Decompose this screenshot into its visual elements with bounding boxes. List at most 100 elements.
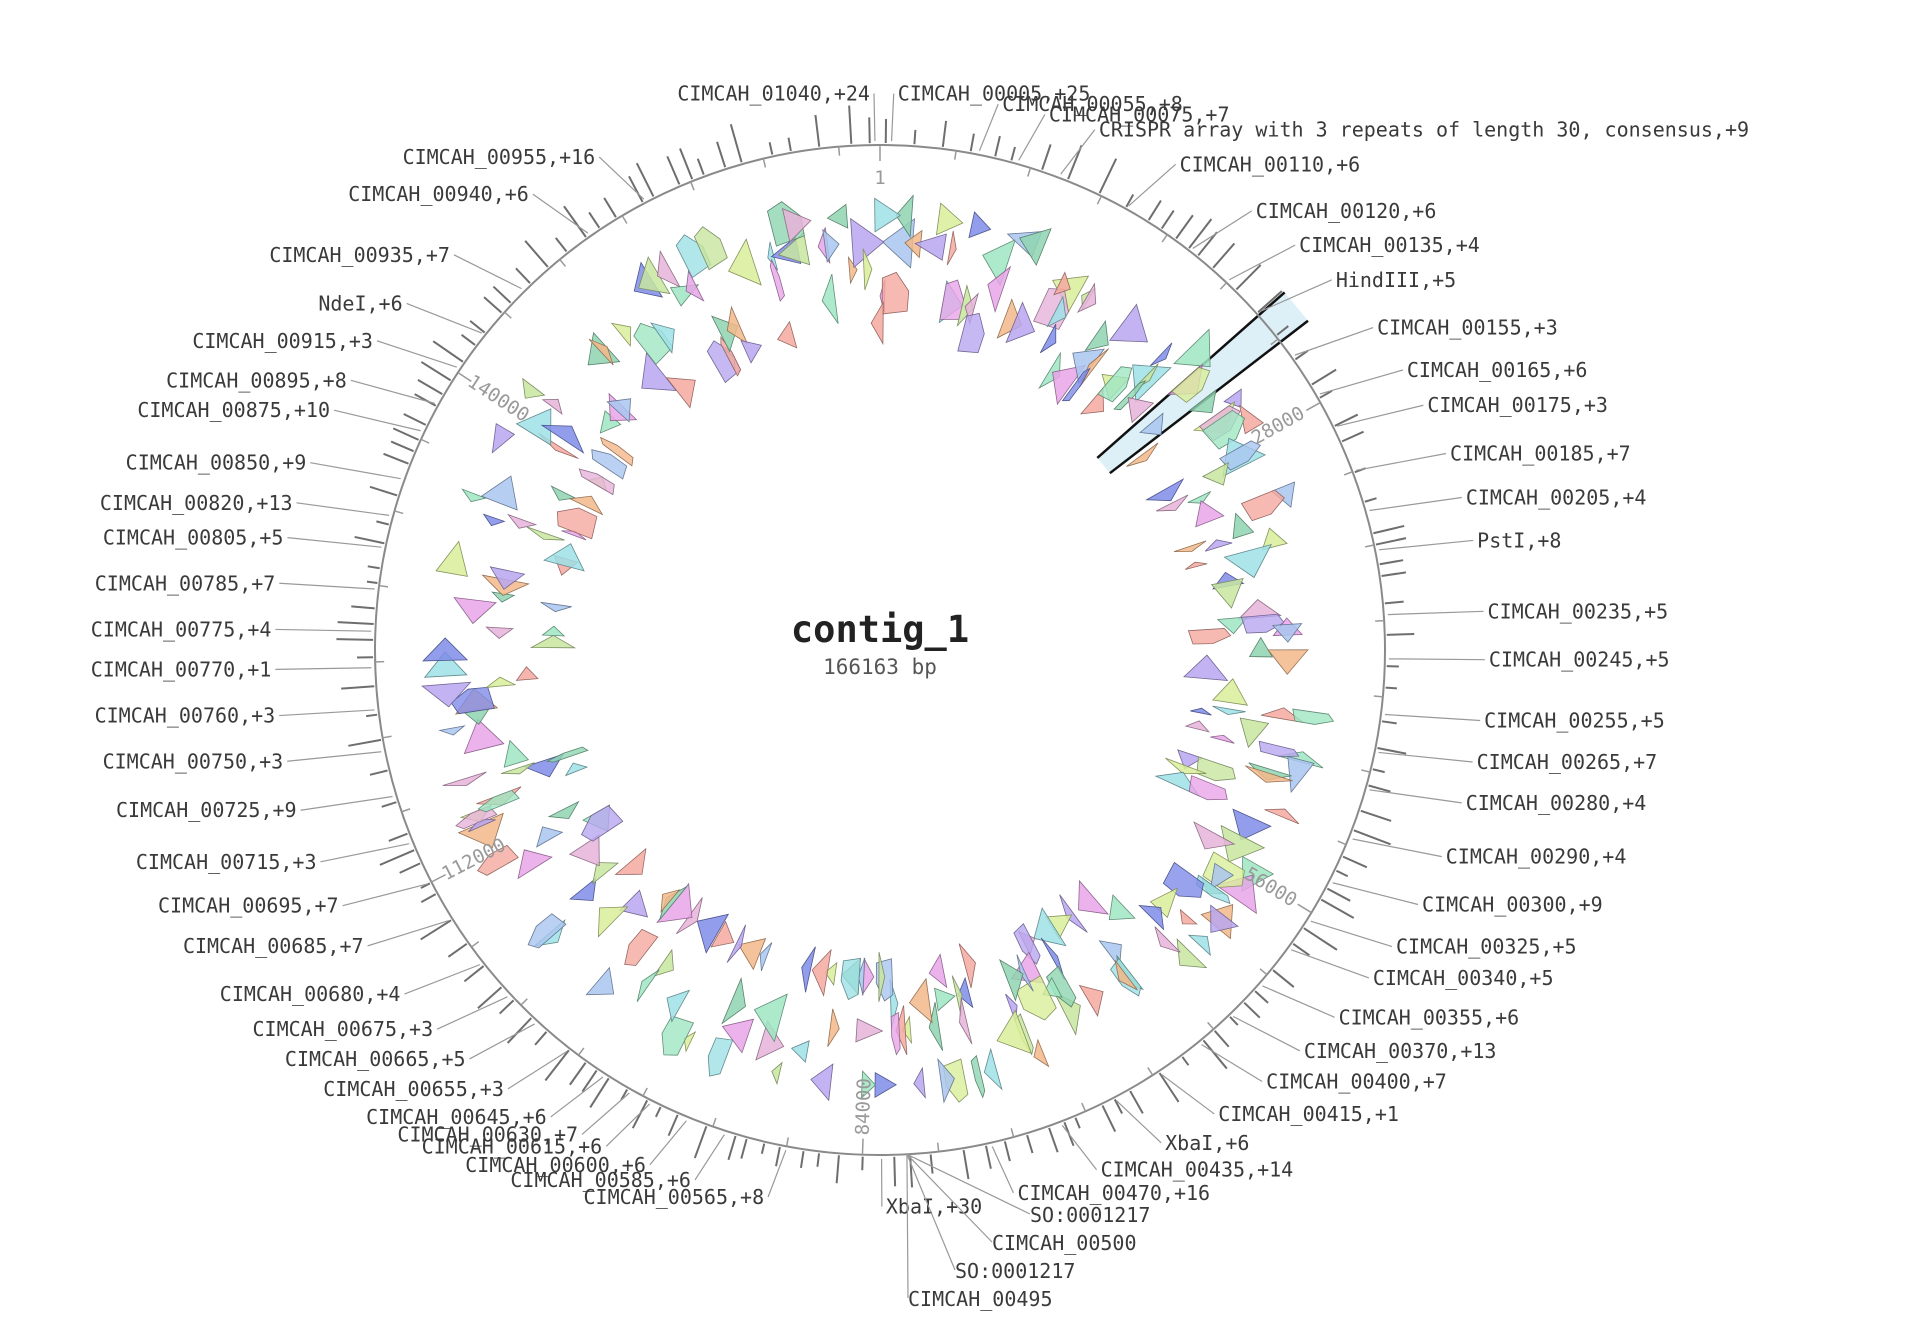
feature-label: CIMCAH_00470,+16	[1017, 1181, 1210, 1205]
feature-marker	[421, 362, 450, 380]
position-tick	[505, 312, 512, 318]
position-tick	[579, 1048, 584, 1055]
feature-label: CIMCAH_00940,+6	[348, 182, 529, 206]
label-leader-line	[368, 921, 449, 946]
feature-marker	[1343, 857, 1367, 868]
label-leader-line	[992, 1146, 1013, 1192]
feature-glyph	[929, 954, 946, 987]
label-leader-line	[454, 255, 522, 289]
feature-marker	[1382, 572, 1406, 576]
feature-glyph	[637, 970, 659, 1002]
feature-label: CIMCAH_00185,+7	[1450, 442, 1631, 466]
label-leader-line	[1161, 1074, 1214, 1114]
feature-glyph	[1184, 655, 1227, 680]
feature-glyph	[914, 1068, 926, 1098]
feature-marker	[393, 428, 418, 440]
feature-glyph	[598, 907, 627, 937]
label-leader-line	[1356, 454, 1446, 471]
feature-marker	[400, 863, 420, 872]
feature-glyph	[1139, 905, 1163, 929]
feature-marker	[382, 802, 397, 807]
feature-glyph	[1189, 935, 1211, 955]
feature-marker	[448, 944, 466, 957]
label-leader-line	[1193, 211, 1252, 249]
feature-block	[1188, 628, 1230, 644]
feature-marker	[1176, 215, 1193, 238]
feature-marker	[604, 198, 616, 217]
feature-glyph	[792, 1041, 810, 1062]
label-leader-line	[279, 583, 374, 589]
feature-marker	[462, 335, 475, 345]
sequence-length: 166163 bp	[823, 655, 937, 679]
feature-glyph	[1180, 910, 1196, 924]
feature-marker	[1365, 498, 1377, 502]
feature-label: CIMCAH_00715,+3	[136, 850, 317, 874]
feature-marker	[376, 521, 388, 524]
label-leader-line	[650, 1121, 687, 1165]
label-leader-line	[1202, 1045, 1263, 1082]
feature-glyph	[871, 302, 883, 343]
label-leader-line	[301, 797, 393, 811]
feature-label: CIMCAH_00805,+5	[103, 526, 284, 550]
feature-marker	[667, 156, 679, 184]
feature-marker	[695, 1126, 707, 1158]
label-leader-line	[334, 410, 421, 431]
feature-marker	[1011, 147, 1015, 160]
feature-marker	[366, 715, 377, 716]
feature-marker	[1385, 602, 1404, 604]
feature-glyph	[935, 988, 955, 1010]
feature-marker	[1342, 432, 1363, 442]
feature-marker	[556, 238, 567, 252]
feature-glyph	[486, 627, 513, 638]
feature-marker	[1336, 871, 1347, 876]
feature-marker	[570, 1063, 586, 1085]
feature-marker	[1162, 211, 1174, 229]
position-tick	[472, 942, 479, 947]
feature-glyph	[1185, 562, 1207, 569]
feature-glyph	[772, 1063, 782, 1084]
feature-glyph	[482, 476, 518, 510]
feature-marker	[731, 124, 742, 162]
map-title: contig_1	[791, 608, 969, 651]
feature-label: CIMCAH_00265,+7	[1477, 750, 1658, 774]
feature-glyph	[464, 719, 503, 753]
label-leader-line	[1353, 839, 1442, 857]
feature-marker	[589, 212, 599, 227]
feature-label: CIMCAH_00435,+14	[1101, 1158, 1294, 1182]
feature-glyph	[1205, 540, 1232, 551]
feature-marker	[633, 1100, 647, 1128]
label-leader-line	[1262, 986, 1334, 1017]
feature-marker	[1213, 243, 1234, 267]
feature-marker	[418, 380, 442, 394]
position-tick	[839, 147, 840, 156]
feature-label: CIMCAH_00165,+6	[1407, 358, 1588, 382]
feature-glyph	[1203, 463, 1229, 485]
feature-block	[971, 1056, 985, 1098]
feature-block	[547, 747, 588, 762]
feature-glyph	[909, 979, 932, 1023]
feature-marker	[964, 1150, 969, 1179]
feature-glyph	[620, 890, 648, 917]
feature-marker	[351, 606, 374, 608]
feature-marker	[380, 850, 414, 865]
feature-marker	[1102, 1106, 1115, 1132]
feature-block	[581, 806, 622, 842]
feature-glyph	[1186, 721, 1209, 732]
tick-label: 28000	[1248, 402, 1309, 449]
feature-glyph	[1213, 706, 1246, 715]
feature-marker	[931, 1154, 933, 1173]
feature-marker	[621, 1089, 627, 1099]
position-tick	[787, 1137, 789, 1146]
label-leader-line	[1062, 1125, 1096, 1169]
feature-label: CIMCAH_00340,+5	[1373, 966, 1554, 990]
feature-marker	[1215, 1031, 1229, 1047]
feature-block	[770, 260, 784, 301]
feature-glyph	[518, 850, 552, 879]
feature-marker	[1130, 1091, 1143, 1113]
feature-marker	[817, 1153, 819, 1166]
feature-label: CIMCAH_00750,+3	[103, 749, 284, 773]
feature-label: CIMCAH_00875,+10	[137, 398, 330, 422]
feature-marker	[484, 297, 501, 313]
feature-marker	[971, 134, 974, 152]
